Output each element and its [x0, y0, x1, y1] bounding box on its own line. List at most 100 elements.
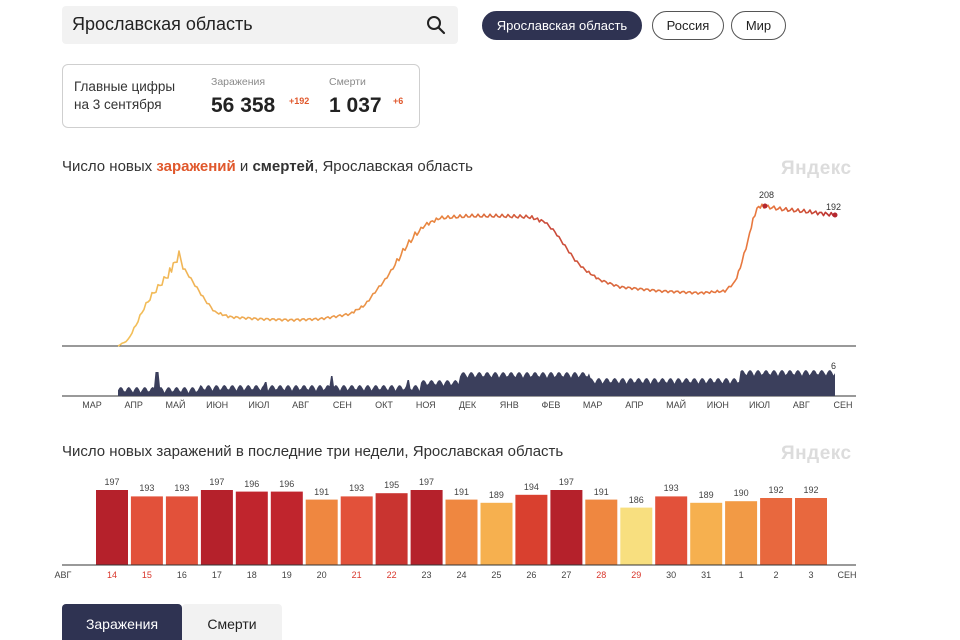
bar-20[interactable]	[305, 499, 338, 565]
bar-3[interactable]	[795, 498, 827, 565]
deaths-value: 1 037	[329, 94, 382, 117]
bar-value-label: 193	[174, 483, 190, 494]
bar-date-label: 26	[526, 570, 537, 580]
daily-chart-title-deaths: смертей	[252, 158, 315, 175]
month-tick: СЕН	[332, 400, 352, 410]
bar-23[interactable]	[410, 490, 443, 565]
bar-22[interactable]	[375, 493, 408, 565]
last-label: 192	[826, 202, 841, 212]
month-tick: АВГ	[792, 400, 810, 410]
bar-19[interactable]	[270, 491, 303, 565]
bar-16[interactable]	[165, 496, 198, 565]
daily-cases-line	[117, 203, 836, 347]
deaths-last-label: 6	[831, 361, 836, 371]
bar-value-label: 197	[558, 477, 574, 487]
bar-date-label: 18	[246, 570, 257, 580]
month-tick: ФЕВ	[541, 400, 561, 410]
bar-date-label: 16	[176, 570, 187, 580]
daily-chart-title: Число новых заражений и смертей, Ярослав…	[62, 158, 473, 175]
month-tick: СЕН	[833, 400, 853, 410]
month-tick: МАР	[82, 400, 102, 410]
bar-14[interactable]	[96, 490, 128, 565]
bar-date-label: 30	[666, 570, 677, 580]
month-tick: ИЮН	[706, 400, 729, 410]
month-tick: ЯНВ	[499, 400, 519, 410]
search-icon[interactable]	[426, 15, 446, 35]
bar-27[interactable]	[550, 490, 583, 565]
month-tick: НОЯ	[415, 400, 436, 410]
bar-date-label: 20	[316, 570, 327, 580]
infections-label: Заражения	[211, 76, 266, 88]
bar-26[interactable]	[515, 494, 548, 565]
tab-deaths[interactable]: Смерти	[182, 604, 282, 640]
infections-value: 56 358	[211, 94, 276, 117]
bar-17[interactable]	[200, 490, 233, 565]
bar-value-label: 193	[349, 483, 365, 494]
daily-chart-title-suffix: , Ярославская область	[314, 158, 473, 175]
bar-1[interactable]	[725, 501, 758, 565]
bar-value-label: 191	[593, 486, 609, 497]
month-tick: МАЙ	[666, 400, 687, 410]
month-tick: АВГ	[292, 400, 310, 410]
region-pill-world[interactable]: Мир	[731, 11, 786, 40]
bar-value-label: 192	[803, 484, 819, 495]
daily-chart-title-infections: заражений	[156, 158, 236, 175]
bar-date-label: 25	[491, 570, 502, 580]
month-tick: ИЮН	[206, 400, 229, 410]
daily-chart-title-prefix: Число новых	[62, 158, 157, 175]
peak-marker	[762, 203, 768, 209]
region-pill-yaroslavl[interactable]: Ярославская область	[482, 11, 642, 40]
bar-25[interactable]	[480, 502, 513, 565]
bar-15[interactable]	[130, 496, 163, 565]
bar-axis-left-label: АВГ	[54, 570, 72, 580]
bar-24[interactable]	[445, 499, 478, 565]
bar-date-label: 27	[561, 570, 572, 580]
bar-date-label: 17	[211, 570, 222, 580]
month-tick: ИЮЛ	[749, 400, 771, 410]
bar-date-label: 15	[141, 570, 152, 580]
bar-value-label: 189	[488, 489, 504, 500]
bar-value-label: 197	[209, 477, 225, 487]
bar-21[interactable]	[340, 496, 373, 565]
bar-date-label: 31	[701, 570, 712, 580]
bar-30[interactable]	[655, 496, 688, 565]
bar-value-label: 189	[698, 489, 714, 500]
bar-value-label: 197	[419, 477, 435, 487]
bar-value-label: 190	[733, 488, 749, 499]
bar-value-label: 194	[523, 481, 539, 492]
bar-value-label: 197	[104, 477, 120, 487]
peak-label: 208	[759, 190, 774, 200]
yandex-logo-2: Яндекс	[781, 443, 852, 464]
summary-title-line2: на 3 сентября	[74, 97, 162, 112]
bar-31[interactable]	[690, 502, 723, 565]
bar-chart-title: Число новых заражений в последние три не…	[62, 443, 564, 460]
bar-date-label: 14	[106, 570, 117, 580]
bar-value-label: 191	[314, 486, 330, 497]
bar-value-label: 193	[663, 483, 679, 494]
bar-28[interactable]	[585, 499, 618, 565]
bar-date-label: 22	[386, 570, 397, 580]
bar-value-label: 186	[628, 494, 644, 505]
bar-value-label: 193	[139, 483, 155, 494]
bar-axis-right-label: СЕН	[837, 570, 857, 580]
bar-value-label: 191	[453, 486, 470, 497]
bar-18[interactable]	[235, 491, 268, 565]
region-pill-russia[interactable]: Россия	[652, 11, 724, 40]
bar-date-label: 24	[456, 570, 467, 580]
bar-date-label: 1	[738, 570, 744, 580]
bar-date-label: 3	[808, 570, 814, 580]
daily-deaths-area	[118, 370, 835, 396]
search-input[interactable]: Ярославская область	[62, 6, 458, 44]
bar-value-label: 195	[384, 480, 400, 491]
bar-2[interactable]	[760, 498, 793, 565]
bar-29[interactable]	[620, 507, 653, 565]
month-tick: ИЮЛ	[248, 400, 270, 410]
tab-infections[interactable]: Заражения	[62, 604, 182, 640]
month-tick: АПР	[625, 400, 644, 410]
month-tick: АПР	[124, 400, 143, 410]
summary-card: Главные цифры на 3 сентября Заражения 56…	[62, 64, 420, 128]
search-value: Ярославская область	[72, 14, 253, 34]
bar-date-label: 29	[631, 570, 642, 580]
